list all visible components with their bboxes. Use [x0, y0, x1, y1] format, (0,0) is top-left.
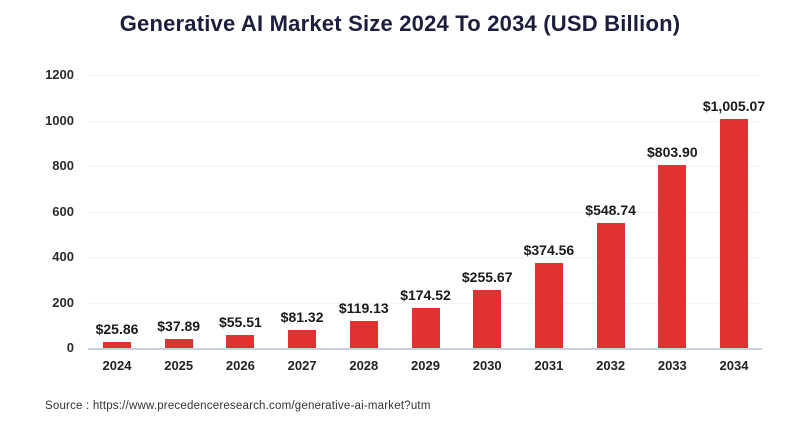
x-tick-label: 2028 [349, 358, 379, 373]
x-axis: 2024 2025 2026 2027 2028 2029 2030 2031 2032 2033… [88, 358, 762, 378]
x-tick-label: 2024 [102, 358, 132, 373]
y-tick-label: 200 [52, 294, 74, 310]
bar-value-label: $25.86 [95, 321, 139, 338]
bar-2033 [658, 165, 687, 348]
x-tick-label: 2026 [225, 358, 255, 373]
source-note: Source : https://www.precedenceresearch.… [45, 400, 431, 412]
bar-2030 [473, 289, 502, 348]
x-tick-label: 2032 [596, 358, 626, 373]
x-tick-label: 2033 [657, 358, 687, 373]
y-tick-label: 0 [66, 340, 74, 355]
bar-2026 [226, 335, 255, 348]
x-tick-label: 2025 [164, 358, 194, 373]
x-tick-label: 2030 [472, 358, 502, 373]
gridline [88, 257, 762, 258]
bar-2025 [164, 339, 193, 348]
bar-2031 [534, 262, 563, 348]
bar-2032 [596, 223, 625, 348]
gridline [88, 302, 762, 304]
x-tick-label: 2031 [534, 358, 564, 373]
gridline [88, 120, 762, 122]
x-tick-label: 2027 [287, 358, 317, 373]
bar-2028 [349, 320, 378, 348]
gridline [88, 211, 762, 213]
bar-value-label: $37.89 [157, 318, 201, 335]
x-tick-label: 2029 [411, 358, 440, 373]
y-tick-label: 600 [52, 203, 74, 219]
chart-title: Generative AI Market Size 2024 To 2034 (… [119, 11, 681, 36]
bar-value-label: $174.52 [400, 287, 451, 304]
bar-value-label: $548.74 [585, 202, 636, 219]
y-tick-label: 400 [52, 249, 74, 264]
bar-2029 [411, 308, 440, 348]
bar-value-label: $255.67 [461, 268, 513, 285]
bar-2024 [103, 342, 131, 348]
plot-area: $25.86 $37.89 $55.51 $81.32 $119.13 $174.52 $2… [88, 75, 766, 350]
y-tick-label: 1200 [45, 67, 74, 82]
bar-value-label: $55.51 [218, 314, 262, 331]
y-tick-label: 800 [52, 158, 74, 173]
bar-value-label: $1,005.07 [702, 98, 766, 115]
gridline [88, 166, 762, 167]
gridline [88, 75, 762, 76]
y-axis: 0 200 400 600 800 1000 1200 [0, 67, 74, 355]
bar-value-label: $374.56 [523, 241, 575, 258]
bar-value-label: $803.90 [646, 144, 698, 161]
y-tick-label: 1000 [45, 112, 74, 128]
bar-value-label: $81.32 [280, 308, 324, 325]
bar-2027 [288, 329, 317, 348]
x-tick-label: 2034 [719, 358, 749, 373]
bar-value-label: $119.13 [338, 299, 389, 316]
bar-2034 [720, 119, 748, 348]
